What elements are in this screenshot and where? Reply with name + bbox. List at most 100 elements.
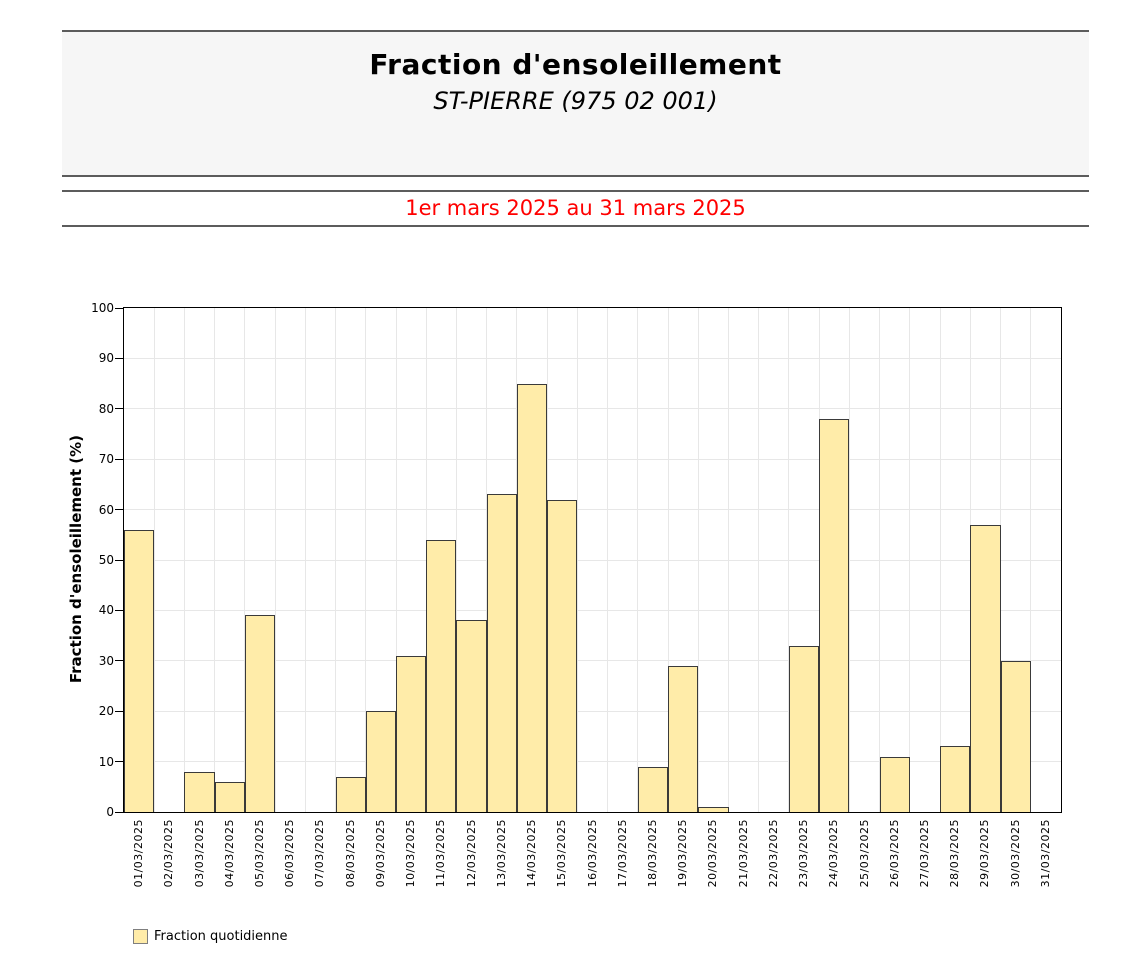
x-tick-label: 29/03/2025 [978,819,992,888]
bar-03/03/2025 [184,771,215,812]
bar-01/03/2025 [124,529,155,812]
v-gridline [848,308,850,812]
h-gridline [124,660,1061,662]
x-tick-label: 17/03/2025 [615,819,629,888]
x-tick-label: 05/03/2025 [253,819,267,888]
x-tick-label: 30/03/2025 [1008,819,1022,888]
bar-18/03/2025 [637,766,669,812]
bar-20/03/2025 [698,806,729,812]
y-axis-tick [115,710,123,712]
v-gridline [607,308,609,812]
bar-29/03/2025 [970,524,1001,812]
h-gridline [124,357,1061,359]
x-tick-label: 20/03/2025 [706,819,720,888]
x-tick-label: 27/03/2025 [917,819,931,888]
bar-09/03/2025 [365,711,397,812]
page-title: Fraction d'ensoleillement [369,48,782,81]
y-tick-label: 70 [98,452,114,467]
bar-14/03/2025 [516,383,548,812]
bar-24/03/2025 [819,418,850,812]
x-tick-label: 14/03/2025 [525,819,539,888]
v-gridline [637,308,639,812]
station-subtitle: ST-PIERRE (975 02 001) [433,87,718,115]
legend: Fraction quotidienne [133,929,288,944]
v-gridline [667,308,669,812]
v-gridline [214,308,216,812]
h-gridline [124,408,1061,410]
x-tick-label: 15/03/2025 [555,819,569,888]
y-axis-tick [115,559,123,561]
chart-header: Fraction d'ensoleillement ST-PIERRE (975… [62,32,1089,175]
v-gridline [576,308,578,812]
v-gridline [788,308,790,812]
h-gridline [124,761,1061,763]
bar-05/03/2025 [244,615,276,812]
y-axis-tick [115,509,123,511]
bar-26/03/2025 [879,756,910,812]
h-gridline [124,710,1061,712]
v-gridline [335,308,337,812]
y-axis-tick [115,458,123,460]
bar-15/03/2025 [547,499,578,812]
bar-08/03/2025 [335,776,366,812]
bar-30/03/2025 [1000,660,1031,812]
h-gridline [124,458,1061,460]
bar-28/03/2025 [940,746,971,812]
y-tick-label: 0 [106,805,114,819]
x-tick-label: 01/03/2025 [132,819,146,888]
x-tick-label: 03/03/2025 [192,819,206,888]
bar-11/03/2025 [426,539,457,812]
x-tick-label: 28/03/2025 [948,819,962,888]
period-top-rule [62,190,1089,192]
v-gridline [758,308,760,812]
y-axis-tick [115,811,123,813]
bar-19/03/2025 [668,665,699,812]
h-gridline [124,609,1061,611]
y-tick-label: 100 [91,301,114,315]
y-tick-label: 10 [98,754,114,769]
v-gridline [939,308,941,812]
x-tick-label: 13/03/2025 [494,819,508,888]
y-axis-tick [115,307,123,309]
bar-chart-plot-area: 0 10 20 30 40 50 60 70 80 90 100 01/03/2025 02/03/20… [91,302,1062,887]
y-tick-label: 30 [98,653,114,668]
v-gridline [365,308,367,812]
h-gridline [124,559,1061,561]
y-axis-tick [115,408,123,410]
y-axis-tick [115,357,123,359]
x-tick-label: 10/03/2025 [404,819,418,888]
x-tick-label: 26/03/2025 [887,819,901,888]
legend-label: Fraction quotidienne [154,929,288,944]
x-tick-label: 16/03/2025 [585,819,599,888]
header-bottom-rule [62,175,1089,177]
x-tick-label: 21/03/2025 [736,819,750,888]
v-gridline [183,308,185,812]
x-tick-label: 31/03/2025 [1038,819,1052,888]
v-gridline [153,308,155,812]
bar-10/03/2025 [396,655,427,812]
v-gridline [455,308,457,812]
x-tick-label: 23/03/2025 [797,819,811,888]
x-tick-label: 06/03/2025 [283,819,297,888]
v-gridline [1000,308,1002,812]
x-tick-label: 18/03/2025 [645,819,659,888]
y-tick-label: 60 [98,502,114,517]
top-rule [62,30,1089,32]
period-label: 1er mars 2025 au 31 mars 2025 [405,195,746,220]
h-gridline [124,509,1061,511]
bar-12/03/2025 [456,620,487,812]
x-tick-label: 04/03/2025 [222,819,236,888]
x-tick-label: 12/03/2025 [464,819,478,888]
v-gridline [244,308,246,812]
y-axis-tick [115,660,123,662]
y-tick-label: 80 [98,401,114,416]
period-bottom-rule [62,225,1089,227]
x-tick-label: 08/03/2025 [343,819,357,888]
x-tick-label: 22/03/2025 [766,819,780,888]
v-gridline [395,308,397,812]
v-gridline [909,308,911,812]
x-tick-label: 07/03/2025 [313,819,327,888]
x-tick-label: 02/03/2025 [162,819,176,888]
v-gridline [1030,308,1032,812]
